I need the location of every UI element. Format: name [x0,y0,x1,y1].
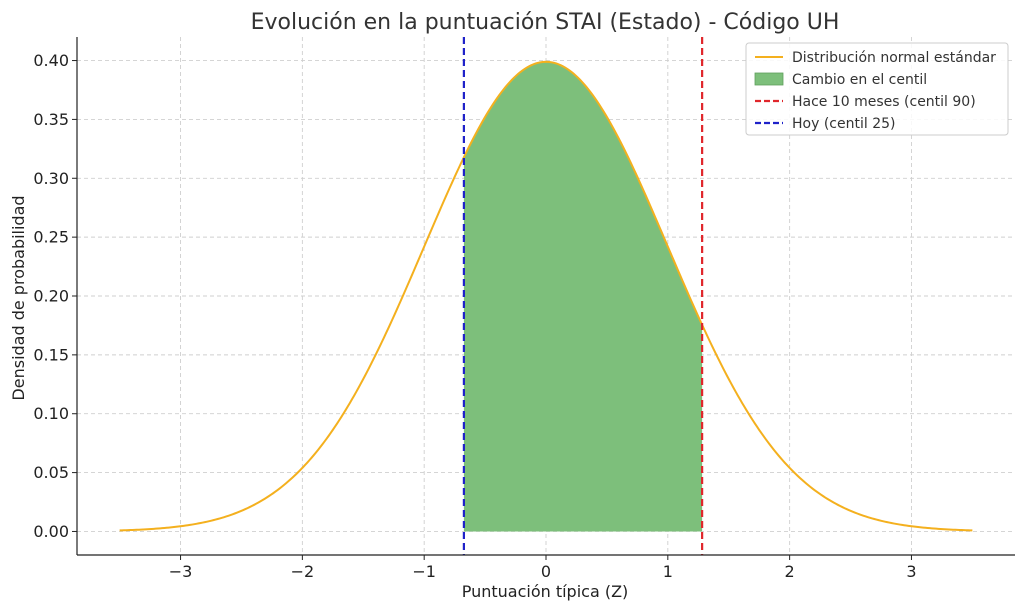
y-tick-label: 0.20 [33,287,69,306]
shaded-area-percentile-change [463,61,703,532]
y-tick-label: 0.15 [33,345,69,364]
x-tick-label: 2 [785,562,795,581]
ticks-layer: −3 −2 −1 0 1 2 3 0.00 0.05 0.10 0.15 0.20 0.25 0.30 0.… [33,51,916,581]
legend-label: Cambio en el centil [792,72,927,88]
legend-box [745,42,1009,136]
vertical-lines-layer [462,37,704,555]
y-tick-label: 0.40 [33,51,69,70]
y-tick-label: 0.10 [33,404,69,423]
y-tick-label: 0.00 [33,522,69,541]
normal-curve-line [119,60,973,532]
x-tick-label: 3 [906,562,916,581]
y-tick-label: 0.25 [33,228,69,247]
legend-label: Hoy (centil 25) [792,116,895,132]
legend-item: Distribución normal estándar [755,50,996,66]
x-tick-label: −2 [291,562,315,581]
x-tick-label: 0 [541,562,551,581]
x-tick-label: −1 [412,562,436,581]
x-tick-label: 1 [663,562,673,581]
legend-label: Distribución normal estándar [792,50,996,66]
y-axis-label: Densidad de probabilidad [9,195,28,400]
legend: Distribución normal estándar Cambio en el… [745,42,1009,136]
legend-patch-swatch [754,72,784,86]
y-tick-label: 0.05 [33,463,69,482]
legend-item: Hace 10 meses (centil 90) [755,94,976,110]
legend-label: Hace 10 meses (centil 90) [792,94,976,110]
chart-title: Evolución en la puntuación STAI (Estado)… [251,10,840,35]
curve-layer [119,60,973,532]
x-axis-label: Puntuación típica (Z) [462,582,629,601]
area-layer [463,61,703,532]
legend-item: Hoy (centil 25) [755,116,895,132]
legend-item: Cambio en el centil [754,72,927,88]
y-tick-label: 0.30 [33,169,69,188]
y-tick-label: 0.35 [33,110,69,129]
x-tick-label: −3 [169,562,193,581]
